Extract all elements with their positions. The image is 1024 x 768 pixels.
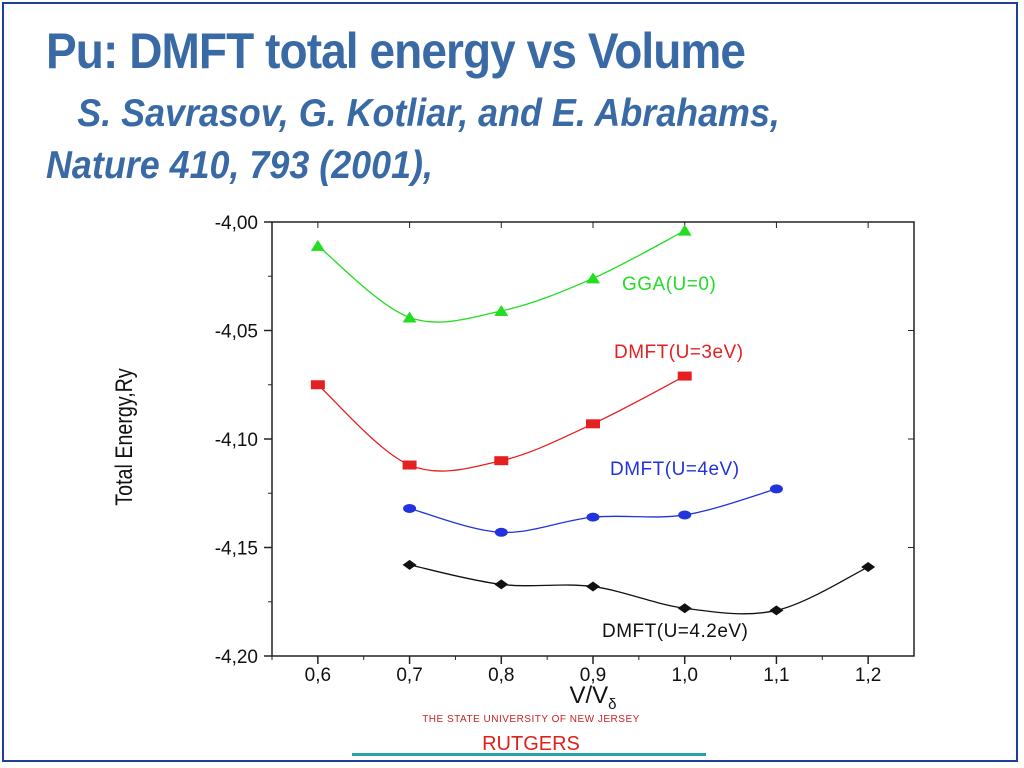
series-label: GGA(U=0) xyxy=(622,274,716,295)
data-point xyxy=(677,371,692,381)
data-point xyxy=(310,380,325,390)
x-tick-label: 1,2 xyxy=(855,665,881,686)
data-point xyxy=(769,484,783,494)
data-point xyxy=(402,460,417,470)
data-point xyxy=(403,503,417,513)
y-axis-label: Total Energy,Ry xyxy=(110,368,137,505)
data-point xyxy=(310,239,325,251)
series-label: DMFT(U=3eV) xyxy=(614,342,744,363)
data-point xyxy=(678,510,692,520)
y-tick-label: -4,20 xyxy=(215,647,258,668)
x-tick-label: 0,8 xyxy=(488,665,514,686)
y-tick-label: -4,10 xyxy=(215,430,258,451)
data-point xyxy=(677,603,692,614)
slide-title: Pu: DMFT total energy vs Volume xyxy=(46,23,746,79)
data-point xyxy=(586,272,600,284)
data-point xyxy=(586,419,600,429)
series-1: GGA(U=0) xyxy=(310,224,716,323)
series-2: DMFT(U=3eV) xyxy=(310,342,744,472)
series-line xyxy=(409,488,777,533)
series-4: DMFT(U=4.2eV) xyxy=(402,559,876,642)
citation-journal: Nature 410, 793 (2001), xyxy=(46,144,433,187)
x-tick-label: 1,0 xyxy=(672,665,698,686)
series-line xyxy=(409,564,869,615)
series-label: DMFT(U=4.2eV) xyxy=(602,621,748,642)
x-tick-label: 0,6 xyxy=(305,665,331,686)
x-axis-label: V/Vδ xyxy=(569,682,616,713)
citation-authors: S. Savrasov, G. Kotliar, and E. Abrahams… xyxy=(77,92,780,135)
footer-divider xyxy=(352,753,706,756)
data-point xyxy=(586,581,600,592)
y-tick-label: -4,05 xyxy=(215,322,258,343)
footer-university: THE STATE UNIVERSITY OF NEW JERSEY xyxy=(422,714,640,725)
data-point xyxy=(769,605,784,616)
data-point xyxy=(861,562,876,573)
data-point xyxy=(677,224,692,236)
x-tick-label: 0,9 xyxy=(580,665,606,686)
footer-rutgers: RUTGERS xyxy=(482,733,580,755)
x-tick-label: 1,1 xyxy=(763,665,789,686)
data-point xyxy=(402,311,417,323)
series-3: DMFT(U=4eV) xyxy=(403,459,783,537)
slide-subtitle: S. Savrasov, G. Kotliar, and E. Abrahams… xyxy=(46,88,874,192)
x-tick-label: 0,7 xyxy=(396,665,422,686)
data-point xyxy=(402,559,417,570)
data-point xyxy=(494,527,508,537)
data-point xyxy=(586,512,600,522)
y-tick-label: -4,00 xyxy=(215,213,258,234)
series-label: DMFT(U=4eV) xyxy=(610,459,740,480)
data-point xyxy=(494,304,509,316)
data-point xyxy=(494,579,509,590)
data-point xyxy=(494,456,509,466)
y-tick-label: -4,15 xyxy=(215,539,258,560)
